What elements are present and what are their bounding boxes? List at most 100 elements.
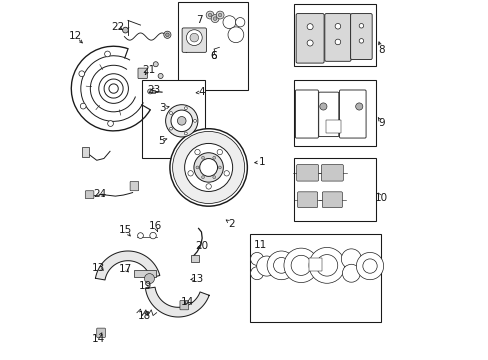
Circle shape [122, 27, 128, 33]
Circle shape [177, 117, 185, 125]
Text: 22: 22 [111, 22, 124, 32]
Circle shape [137, 233, 143, 238]
Text: 12: 12 [68, 31, 81, 41]
Text: 2: 2 [228, 219, 234, 229]
Text: 7: 7 [196, 15, 203, 26]
Circle shape [187, 171, 193, 176]
Circle shape [194, 149, 200, 155]
Bar [134, 270, 155, 277]
Circle shape [184, 143, 232, 192]
Circle shape [217, 149, 222, 155]
Text: 24: 24 [94, 189, 107, 199]
Bar [293, 80, 376, 146]
Circle shape [163, 31, 171, 39]
Text: 3: 3 [159, 103, 166, 113]
Circle shape [206, 11, 214, 19]
Bar [142, 80, 204, 158]
Circle shape [169, 112, 172, 114]
Circle shape [212, 156, 215, 159]
FancyBboxPatch shape [180, 301, 188, 310]
Circle shape [216, 11, 224, 19]
Circle shape [290, 255, 310, 275]
Circle shape [334, 23, 340, 29]
Circle shape [190, 33, 198, 42]
Text: 19: 19 [139, 281, 152, 291]
Circle shape [208, 13, 211, 17]
Circle shape [362, 259, 376, 273]
Text: 1: 1 [258, 157, 264, 167]
Circle shape [186, 30, 202, 45]
Text: 8: 8 [377, 45, 384, 55]
Text: 16: 16 [149, 221, 162, 231]
FancyBboxPatch shape [296, 14, 324, 63]
FancyBboxPatch shape [350, 14, 371, 59]
Circle shape [341, 249, 361, 269]
Circle shape [199, 158, 217, 176]
Text: 15: 15 [119, 225, 132, 235]
FancyBboxPatch shape [318, 92, 338, 136]
Bar [293, 4, 376, 66]
Circle shape [193, 120, 196, 122]
Text: 13: 13 [190, 274, 203, 284]
Circle shape [342, 264, 360, 282]
Circle shape [212, 176, 215, 179]
Circle shape [149, 232, 156, 239]
Circle shape [172, 131, 244, 203]
Circle shape [196, 166, 199, 169]
Bar [82, 147, 89, 157]
Bar [178, 3, 247, 90]
Circle shape [358, 39, 363, 43]
Circle shape [169, 129, 247, 206]
Circle shape [147, 89, 152, 94]
Circle shape [227, 27, 244, 42]
FancyBboxPatch shape [322, 192, 342, 208]
Text: 17: 17 [119, 264, 132, 274]
FancyBboxPatch shape [339, 90, 366, 138]
Text: 6: 6 [210, 51, 217, 61]
Bar [293, 158, 376, 221]
Circle shape [194, 153, 223, 182]
Text: 10: 10 [374, 193, 387, 203]
Circle shape [205, 184, 211, 189]
FancyBboxPatch shape [296, 165, 318, 181]
Circle shape [306, 40, 312, 46]
Circle shape [250, 252, 263, 265]
Text: 18: 18 [137, 311, 150, 321]
Circle shape [144, 274, 154, 284]
Circle shape [218, 166, 221, 169]
Circle shape [334, 39, 340, 45]
Text: 21: 21 [142, 64, 155, 75]
Circle shape [273, 257, 289, 273]
Circle shape [211, 15, 219, 23]
Circle shape [224, 171, 229, 176]
Text: 11: 11 [253, 239, 267, 249]
Text: 14: 14 [91, 333, 104, 343]
FancyBboxPatch shape [182, 28, 206, 52]
Circle shape [80, 103, 86, 109]
Circle shape [250, 267, 263, 280]
Bar [249, 234, 380, 321]
Circle shape [306, 24, 312, 30]
Bar [150, 90, 155, 93]
Circle shape [165, 33, 169, 37]
FancyBboxPatch shape [97, 328, 105, 337]
Circle shape [79, 71, 84, 77]
Circle shape [284, 248, 318, 283]
FancyBboxPatch shape [130, 181, 139, 191]
Circle shape [165, 105, 198, 137]
Bar [308, 258, 321, 271]
Text: 9: 9 [377, 118, 384, 128]
Circle shape [358, 23, 363, 28]
Circle shape [355, 103, 362, 110]
FancyBboxPatch shape [138, 68, 147, 78]
Polygon shape [95, 251, 160, 280]
Circle shape [169, 127, 172, 130]
Circle shape [184, 132, 187, 135]
Circle shape [235, 18, 244, 27]
Circle shape [201, 156, 204, 159]
Circle shape [158, 73, 163, 78]
Text: 23: 23 [147, 85, 161, 95]
Circle shape [256, 256, 276, 276]
Circle shape [316, 255, 337, 276]
Bar [190, 255, 198, 262]
